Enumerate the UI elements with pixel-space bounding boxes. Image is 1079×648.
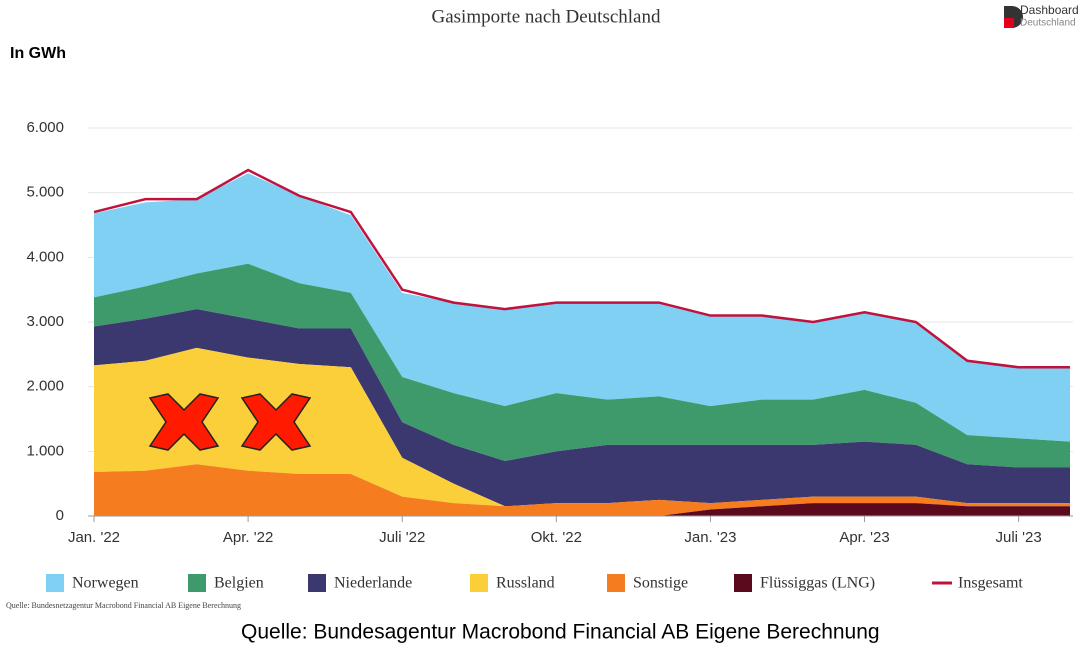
legend-label: Niederlande <box>334 575 412 592</box>
legend-label: Insgesamt <box>958 575 1023 592</box>
y-tick-label: 4.000 <box>26 248 64 265</box>
x-tick-label: Juli '22 <box>379 529 425 546</box>
legend-label: Norwegen <box>72 575 139 592</box>
cross-mark <box>148 393 220 451</box>
logo-text: Dashboard <box>1020 3 1079 17</box>
cross-mark <box>240 393 312 451</box>
x-tick-label: Jan. '23 <box>684 529 736 546</box>
legend-swatch <box>46 574 64 592</box>
y-tick-label: 5.000 <box>26 184 64 201</box>
legend-label: Russland <box>496 575 555 592</box>
legend-swatch <box>470 574 488 592</box>
logo-icon <box>1004 18 1014 28</box>
source-text: Quelle: Bundesagentur Macrobond Financia… <box>241 621 880 644</box>
legend-swatch <box>734 574 752 592</box>
legend-swatch <box>308 574 326 592</box>
legend-label: Sonstige <box>633 575 688 592</box>
x-tick-label: Jan. '22 <box>68 529 120 546</box>
annotation-crosses <box>148 393 312 451</box>
area <box>94 263 1070 468</box>
legend-swatch <box>607 574 625 592</box>
y-tick-label: 6.000 <box>26 119 64 136</box>
y-tick-label: 1.000 <box>26 442 64 459</box>
chart-title: Gasimporte nach Deutschland <box>432 6 661 27</box>
y-tick-label: 0 <box>56 507 64 524</box>
logo: Dashboard Deutschland <box>1004 3 1079 29</box>
y-axis-label: In GWh <box>10 45 66 62</box>
x-tick-label: Okt. '22 <box>531 529 582 546</box>
area <box>94 309 1070 507</box>
area <box>94 464 1070 516</box>
area <box>94 173 1070 442</box>
legend-swatch <box>188 574 206 592</box>
y-tick-label: 2.000 <box>26 378 64 395</box>
source-note: Quelle: Bundesnetzagentur Macrobond Fina… <box>6 601 241 610</box>
line <box>93 168 1070 369</box>
area <box>94 503 1070 516</box>
area <box>94 347 1070 507</box>
x-tick-label: Apr. '23 <box>839 529 889 546</box>
legend-label: Flüssiggas (LNG) <box>760 575 875 592</box>
logo-text: Deutschland <box>1020 18 1076 29</box>
y-tick-label: 3.000 <box>26 313 64 330</box>
x-tick-label: Juli '23 <box>996 529 1042 546</box>
legend-label: Belgien <box>214 575 264 592</box>
x-tick-label: Apr. '22 <box>223 529 273 546</box>
